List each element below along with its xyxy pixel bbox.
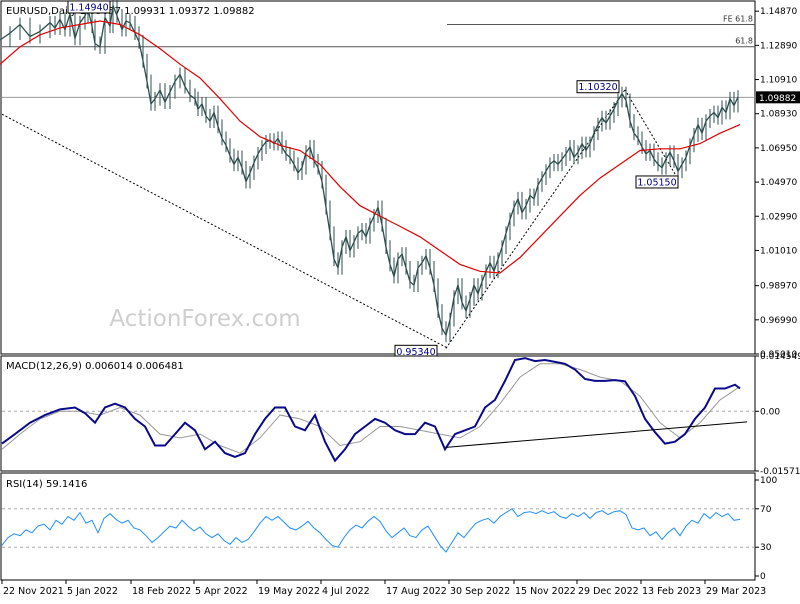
macd-tick-label: -0.015712 [760, 467, 800, 477]
macd-trendline [445, 421, 748, 448]
trendline [445, 89, 626, 349]
price-annotation-box [576, 80, 620, 94]
price-annotation-box [67, 0, 111, 14]
price-annotation-label: 1.14940 [69, 2, 108, 13]
rsi-tick-label: 100 [760, 476, 777, 486]
macd-tick-label: 0.00 [760, 407, 780, 417]
rsi-series [1, 508, 741, 553]
price-panel [0, 0, 756, 355]
date-tick-label: 5 Apr 2022 [195, 586, 248, 597]
date-tick-label: 29 Dec 2022 [578, 586, 639, 597]
price-tick-label: 1.08930 [760, 110, 797, 120]
price-annotation-label: 1.10320 [578, 82, 617, 93]
price-tick-label: 1.01010 [760, 246, 797, 256]
price-axis: 1.14870 1.12890 1.10910 1.08930 1.06950 1.049… [755, 7, 797, 360]
price-levels: FE 61.8 61.8 1.09882 [2, 14, 800, 104]
date-tick-label: 4 Jul 2022 [322, 586, 370, 597]
date-axis: 22 Nov 2021 5 Jan 2022 18 Feb 2022 5 Apr 20… [1, 580, 766, 597]
price-annotations: 1.14940 0.95340 1.10320 1.05150 [67, 0, 679, 358]
date-tick-label: 19 May 2022 [258, 586, 320, 597]
price-tick-label: 0.98970 [760, 282, 797, 292]
level-label: 61.8 [735, 37, 753, 46]
price-tick-label: 1.14870 [760, 7, 797, 17]
date-tick-label: 22 Nov 2021 [3, 586, 64, 597]
moving-average-line [0, 20, 741, 274]
price-tick-label: 1.12890 [760, 41, 797, 51]
macd-tick-label: 0.014549 [760, 352, 800, 362]
price-tick-label: 0.96990 [760, 316, 797, 326]
price-panel-header: EURUSD,Daily 1.09657 1.09931 1.09372 1.0… [6, 6, 255, 17]
price-annotation-label: 0.95340 [396, 347, 435, 358]
price-tick-label: 0.95010 [760, 350, 797, 360]
last-price-label: 1.09882 [759, 94, 796, 104]
rsi-axis: 100 70 30 0 [2, 476, 777, 582]
price-trendlines [1, 89, 679, 349]
rsi-panel-header: RSI(14) 59.1416 [6, 479, 87, 490]
price-tick-label: 1.04970 [760, 178, 797, 188]
date-tick-label: 15 Nov 2022 [515, 586, 576, 597]
date-tick-label: 18 Feb 2022 [132, 586, 191, 597]
date-tick-label: 29 Mar 2023 [706, 586, 766, 597]
macd-panel [0, 355, 756, 472]
last-price-box [756, 91, 800, 104]
price-annotation-box [635, 175, 679, 189]
price-annotation-label: 1.05150 [637, 177, 676, 188]
date-tick-label: 30 Sep 2022 [450, 586, 510, 597]
date-tick-label: 17 Aug 2022 [386, 586, 447, 597]
level-label: FE 61.8 [723, 14, 753, 23]
macd-axis: 0.014549 0.00 -0.015712 [2, 352, 800, 477]
price-close-line [0, 2, 739, 337]
price-series [0, 0, 741, 343]
trendline [1, 113, 447, 348]
rsi-panel [0, 472, 756, 581]
price-tick-label: 1.10910 [760, 76, 797, 86]
rsi-tick-label: 30 [760, 543, 772, 553]
macd-main-line [1, 357, 741, 463]
price-tick-label: 1.06950 [760, 144, 797, 154]
watermark: ActionForex.com [109, 306, 300, 332]
rsi-tick-label: 0 [760, 572, 766, 582]
rsi-tick-label: 70 [760, 505, 772, 515]
macd-series [1, 357, 748, 463]
macd-panel-header: MACD(12,26,9) 0.006014 0.006481 [6, 361, 184, 372]
price-tick-label: 1.02990 [760, 212, 797, 222]
date-tick-label: 13 Feb 2023 [642, 586, 701, 597]
rsi-line [1, 508, 741, 553]
date-tick-label: 5 Jan 2022 [67, 586, 118, 597]
trendline [624, 89, 679, 180]
